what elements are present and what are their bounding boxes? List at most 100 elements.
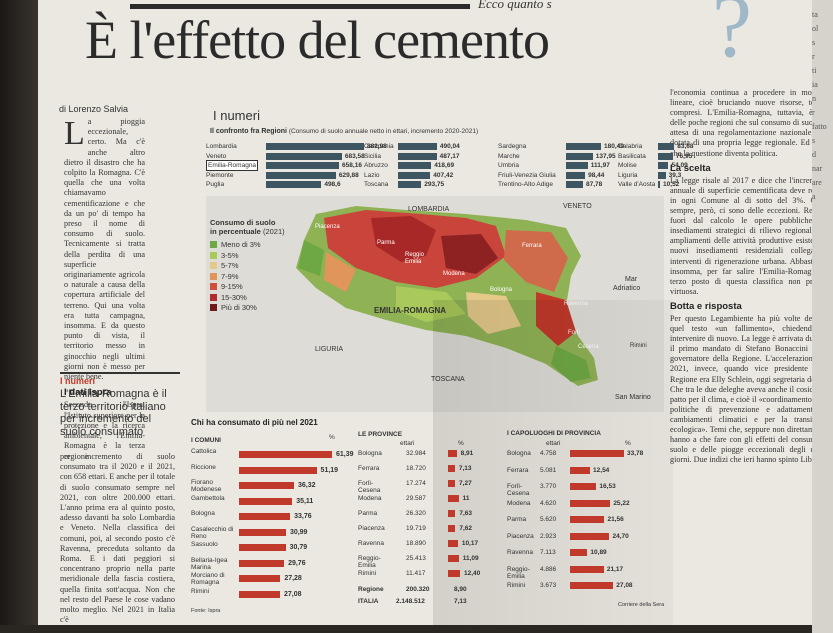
province-pct: 7,27 bbox=[459, 480, 472, 487]
region-name: Veneto bbox=[206, 152, 227, 160]
region-bar bbox=[398, 181, 422, 188]
comuni-value: 27,28 bbox=[284, 575, 302, 582]
region-value: 39,3 bbox=[668, 171, 682, 179]
capoluoghi-ettari: 3.673 bbox=[540, 582, 557, 589]
province-bar bbox=[448, 450, 457, 457]
region-name: Basilicata bbox=[618, 152, 646, 160]
capoluoghi-ettari: 4.620 bbox=[540, 499, 557, 507]
region-name: Calabria bbox=[618, 143, 643, 150]
map-legend-item: 3-5% bbox=[210, 251, 239, 260]
province-bar bbox=[448, 510, 456, 517]
strip-text: d bbox=[812, 150, 816, 159]
right-paragraph-1: l'economia continua a procedere in modal… bbox=[670, 88, 830, 158]
province-ettari: 29.587 bbox=[406, 495, 426, 502]
region-bar bbox=[566, 181, 584, 188]
region-value: 10,52 bbox=[663, 181, 680, 188]
capoluoghi-pct: 16,53 bbox=[599, 483, 616, 490]
region-name: Trentino-Alto Adige bbox=[498, 181, 554, 188]
comuni-title: I COMUNI bbox=[191, 437, 221, 444]
capoluoghi-ettari: 2.923 bbox=[540, 532, 557, 540]
comuni-unit: % bbox=[329, 434, 335, 441]
italia-total-pct: 7,13 bbox=[454, 598, 467, 605]
region-row: Lazio 407,42 bbox=[364, 171, 468, 180]
map-legend-item: 15-30% bbox=[210, 293, 247, 302]
strip-text: ti bbox=[812, 66, 817, 75]
region-name: Sardegna bbox=[498, 143, 527, 150]
city-cesena: Cesena bbox=[578, 344, 599, 350]
comuni-name: Bellaria-Igea Marina bbox=[191, 556, 228, 571]
map-label-toscana: TOSCANA bbox=[431, 376, 465, 383]
city-rimini: Rimini bbox=[630, 343, 647, 349]
region-value: 487,17 bbox=[439, 152, 460, 160]
capoluoghi-name: Bologna bbox=[507, 450, 531, 457]
right-paragraph-2: La legge risale al 2017 e dice che l'inc… bbox=[670, 175, 830, 296]
province-ettari: 26.320 bbox=[406, 510, 426, 517]
region-bar bbox=[658, 171, 666, 179]
region-bar bbox=[658, 162, 669, 169]
headline: È l'effetto del cemento bbox=[85, 10, 550, 70]
infographic-subtitle: Il confronto fra Regioni (Consumo di suo… bbox=[210, 128, 479, 135]
province-bar bbox=[448, 570, 460, 577]
italia-total-ettari: 2.148.512 bbox=[396, 598, 425, 605]
region-row: Abruzzo 418,69 bbox=[364, 161, 468, 170]
city-parma: Parma bbox=[377, 240, 395, 246]
capoluoghi-ettari: 5.081 bbox=[540, 466, 557, 474]
subhead-la-scelta: La scelta bbox=[670, 162, 711, 174]
region-name: Emilia-Romagna bbox=[206, 160, 259, 171]
capoluoghi-title: I CAPOLUOGHI DI PROVINCIA bbox=[507, 430, 601, 437]
province-col-ettari: ettari bbox=[400, 440, 415, 447]
ranking-title: Chi ha consumato di più nel 2021 bbox=[191, 418, 318, 427]
capoluoghi-pct: 25,22 bbox=[613, 499, 630, 507]
comuni-name: Fiorano Modenese bbox=[191, 479, 222, 493]
subhead-botta-e-risposta: Botta e risposta bbox=[670, 300, 742, 312]
strip-text: ia bbox=[812, 80, 818, 89]
city-modena: Modena bbox=[443, 271, 465, 277]
region-name: Lazio bbox=[364, 171, 380, 179]
province-name: Modena bbox=[358, 495, 382, 502]
comuni-value: 51,19 bbox=[320, 466, 339, 474]
strip-text: n bbox=[812, 94, 816, 103]
comuni-value: 30,99 bbox=[289, 528, 308, 536]
province-bar bbox=[448, 525, 456, 532]
article-paragraph-3: per incremento di suolo consumato tra il… bbox=[60, 452, 175, 625]
province-name: Ravenna bbox=[358, 540, 385, 547]
capoluoghi-name: Forlì-Cesena bbox=[507, 483, 530, 497]
legend-swatch bbox=[210, 293, 217, 301]
newspaper-page: Ecco quanto s È l'effetto del cemento ? … bbox=[38, 0, 833, 625]
region-value: 490,04 bbox=[439, 143, 460, 150]
capoluoghi-name: Rimini bbox=[507, 582, 526, 589]
region-value: 658,16 bbox=[342, 162, 362, 169]
legend-label: 9-15% bbox=[221, 282, 243, 291]
capoluoghi-name: Parma bbox=[507, 516, 527, 523]
province-pct: 10,17 bbox=[461, 540, 479, 547]
region-row: Sicilia 487,17 bbox=[364, 152, 468, 161]
capoluoghi-col-pct: % bbox=[625, 440, 631, 447]
comuni-value: 29,76 bbox=[288, 559, 306, 567]
region-row: Marche 137,95 bbox=[498, 152, 636, 161]
province-ettari: 32.984 bbox=[406, 450, 426, 457]
province-name: Rimini bbox=[358, 570, 377, 577]
region-value: 76,95 bbox=[675, 152, 693, 160]
region-row: Liguria 39,3 bbox=[618, 171, 728, 180]
question-mark-graphic: ? bbox=[712, 0, 752, 76]
capoluoghi-bar bbox=[570, 582, 614, 589]
capoluoghi-pct: 10,89 bbox=[590, 549, 607, 556]
source-ispra: Fonte: Ispra bbox=[191, 608, 221, 614]
strip-text: r bbox=[812, 108, 815, 117]
map-label-liguria: LIGURIA bbox=[315, 346, 344, 353]
region-bar bbox=[566, 171, 586, 179]
province-bar bbox=[448, 495, 459, 502]
comuni-bar bbox=[239, 482, 295, 489]
strip-text: are bbox=[812, 178, 822, 187]
right-paragraph-3: Per questo Legambiente ha più volte defi… bbox=[670, 313, 830, 465]
comuni-bar bbox=[239, 513, 291, 520]
region-name: Toscana bbox=[364, 181, 389, 188]
page-edge-shadow bbox=[0, 0, 38, 625]
region-bar bbox=[566, 162, 588, 169]
region-bar bbox=[566, 143, 601, 150]
province-ettari: 17.274 bbox=[406, 480, 426, 487]
legend-swatch bbox=[210, 241, 217, 248]
comuni-bar bbox=[239, 451, 332, 458]
region-bar bbox=[266, 171, 336, 179]
map-label-emilia-romagna: EMILIA-ROMAGNA bbox=[374, 306, 446, 315]
